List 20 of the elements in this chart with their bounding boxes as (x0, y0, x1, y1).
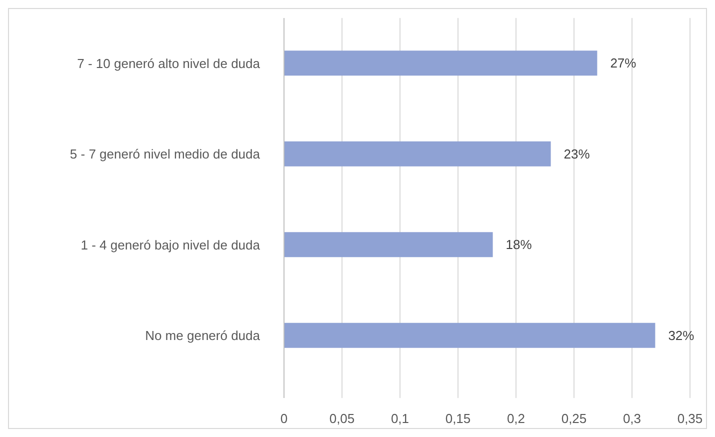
x-tick-label: 0,1 (390, 411, 410, 426)
bar (284, 141, 551, 166)
data-label: 18% (506, 237, 532, 252)
y-tick-label: 5 - 7 generó nivel medio de duda (70, 146, 261, 162)
data-label: 27% (610, 56, 637, 71)
x-tick-label: 0,25 (561, 411, 587, 426)
x-tick-label: 0,2 (506, 411, 526, 426)
bar (284, 232, 493, 258)
data-label: 23% (564, 146, 590, 162)
y-tick-label: 7 - 10 generó alto nivel de duda (77, 56, 261, 71)
bar (284, 322, 656, 348)
x-tick-label: 0,3 (622, 411, 642, 426)
y-tick-label: No me generó duda (145, 328, 261, 344)
x-tick-label: 0,15 (445, 411, 471, 426)
x-tick-label: 0,05 (329, 411, 355, 426)
bar (284, 50, 598, 76)
y-tick-label: 1 - 4 generó bajo nivel de duda (80, 237, 261, 252)
data-label: 32% (668, 328, 695, 343)
x-tick-label: 0,35 (677, 411, 703, 426)
x-tick-label: 0 (280, 411, 288, 426)
